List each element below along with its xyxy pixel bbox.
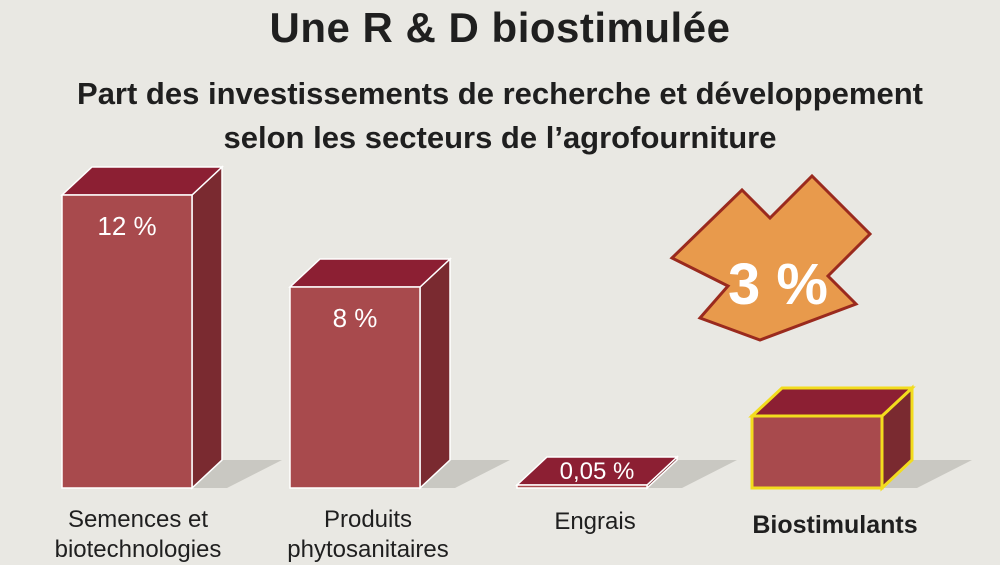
category-label-semences: Semences et biotechnologies [54,506,222,563]
subtitle-line-2: selon les secteurs de l’agrofourniture [223,120,777,155]
bar [61,194,193,489]
data-label: 0,05 % [560,458,635,485]
bar [289,286,421,489]
highlight-data-label: 3 % [728,252,828,317]
category-label-produits: Produits phytosanitaires [287,506,449,563]
subtitle-line-1: Part des investissements de recherche et… [77,76,923,111]
data-label: 12 % [97,211,156,241]
bar [750,414,884,490]
chart-title: Une R & D biostimulée [269,4,731,51]
bar-side [191,165,223,490]
category-label-biostimulants: Biostimulants [752,511,918,539]
bar-side [419,257,451,490]
chart-subtitle: Part des investissements de recherche et… [0,72,1000,160]
bar [516,484,648,489]
data-label: 8 % [333,303,378,333]
highlight-arrow-icon [669,173,873,342]
bar-top [748,386,916,418]
category-label-engrais: Engrais [554,508,636,535]
